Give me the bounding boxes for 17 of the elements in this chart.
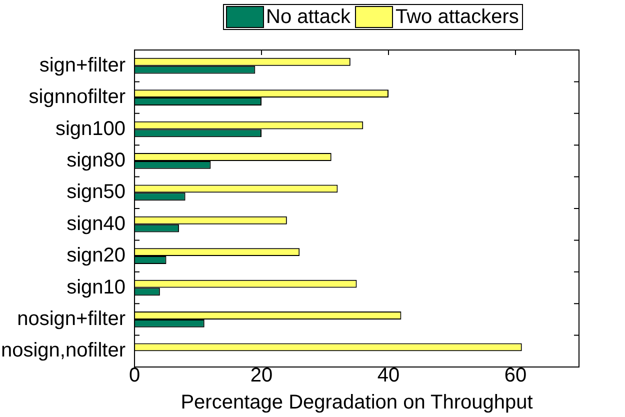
y-tick-label: sign+filter [39,54,126,76]
y-tick-label: nosign+filter [17,308,126,330]
x-tick-label: 20 [250,364,273,387]
y-tick-label: sign80 [66,149,126,172]
y-tick-label: sign10 [66,276,126,298]
legend-label: Two attackers [395,6,519,28]
y-tick-label: sign20 [66,244,126,267]
y-tick-label: signnofilter [28,86,126,108]
x-tick-label: 0 [128,364,140,387]
y-tick-label: sign50 [66,181,126,204]
y-tick-label: nosign,nofilter [0,340,126,362]
y-tick-label: sign40 [66,212,126,235]
y-tick-label: sign100 [55,118,126,140]
x-tick-label: 40 [377,364,400,387]
x-tick-label: 60 [504,364,527,387]
legend-label: No attack [266,6,350,28]
x-axis-title: Percentage Degradation on Throughput [180,392,534,414]
